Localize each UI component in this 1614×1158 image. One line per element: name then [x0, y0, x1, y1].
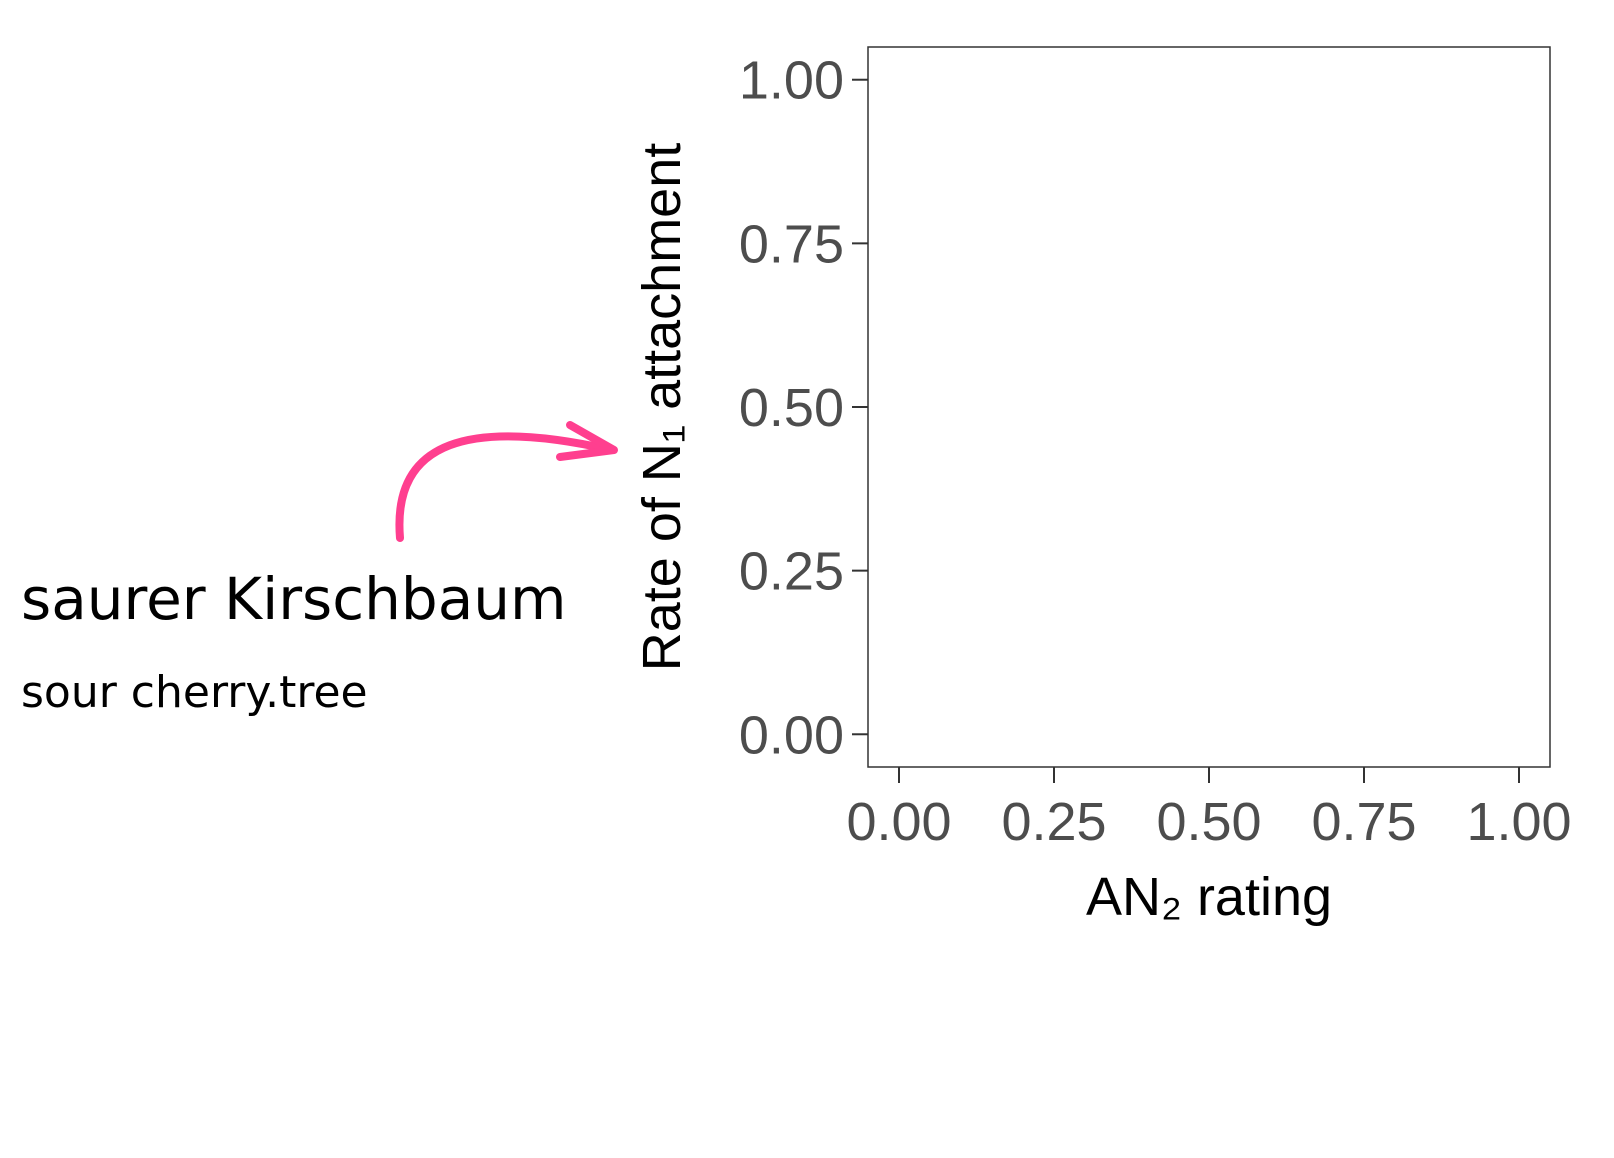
- x-tick-label: 0.50: [1156, 792, 1261, 852]
- x-tick-label: 0.75: [1311, 792, 1416, 852]
- y-axis-title: Rate of N₁ attachment: [632, 143, 692, 671]
- x-tick-label: 1.00: [1466, 792, 1571, 852]
- annotation: saurer Kirschbaum: [21, 565, 567, 633]
- arrow-curve: [395, 432, 616, 542]
- y-tick-label: 0.50: [739, 378, 844, 438]
- y-tick-label: 1.00: [739, 51, 844, 111]
- arrow: [395, 421, 618, 542]
- arrow-head: [556, 421, 618, 461]
- x-tick-label: 0.25: [1001, 792, 1106, 852]
- x-axis-title: AN₂ rating: [1086, 867, 1332, 927]
- x-tick-label: 0.00: [846, 792, 951, 852]
- y-tick-label: 0.00: [739, 705, 844, 765]
- y-tick-label: 0.25: [739, 542, 844, 602]
- plot-panel: [867, 46, 1551, 768]
- y-tick-label: 0.75: [739, 214, 844, 274]
- annotation: sour cherry.tree: [21, 667, 368, 718]
